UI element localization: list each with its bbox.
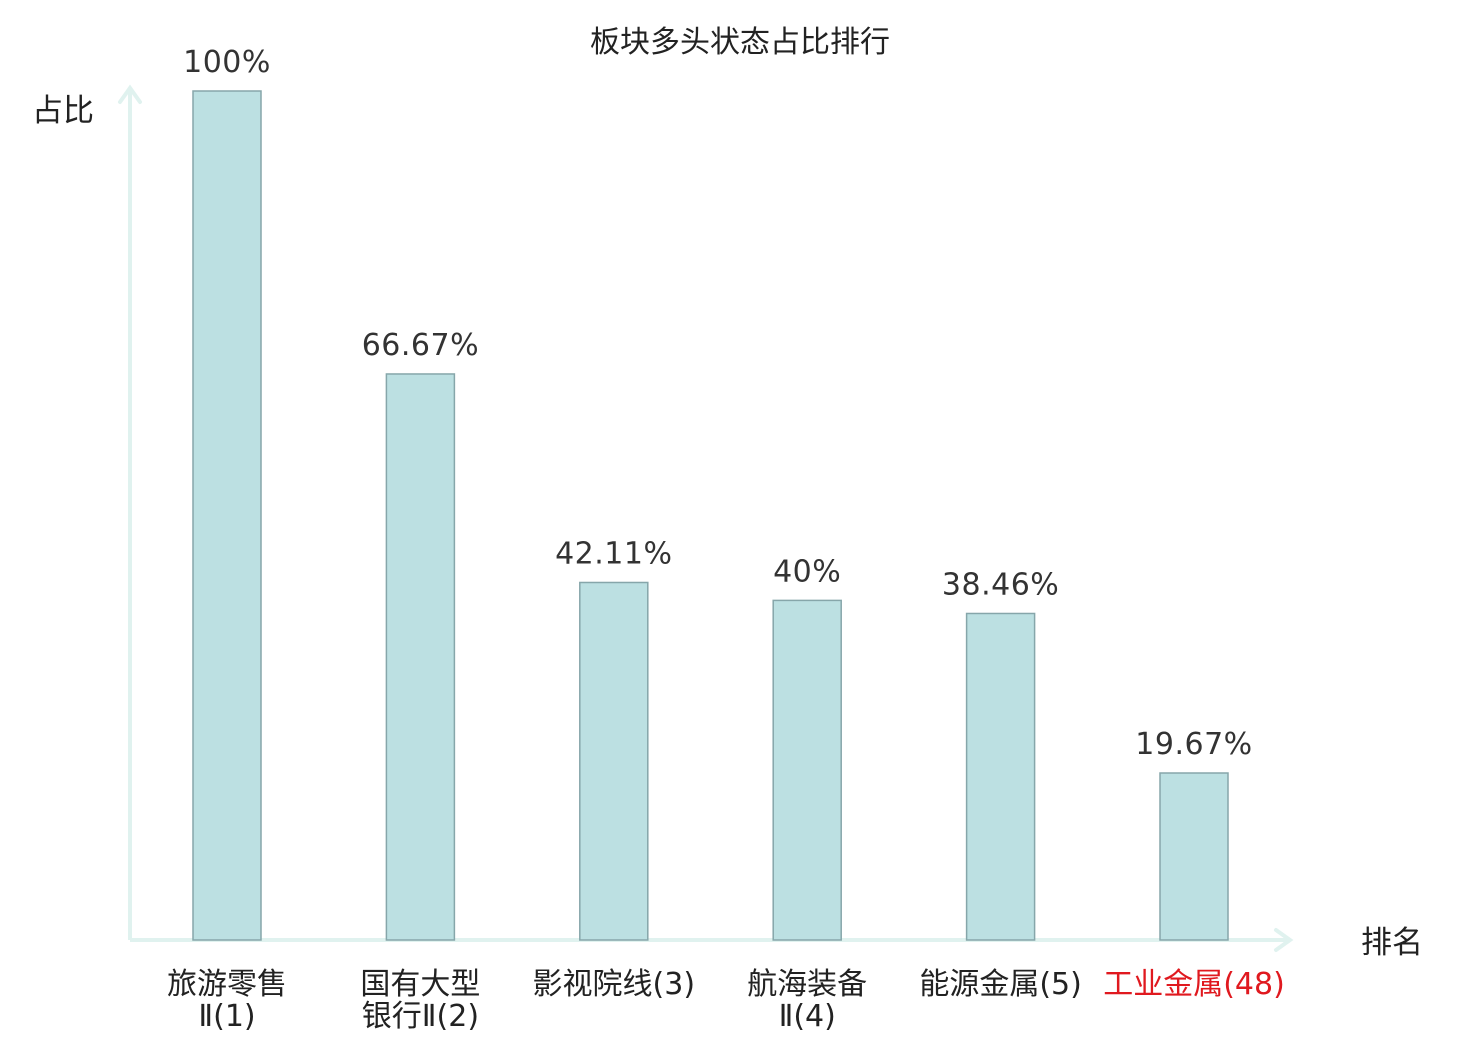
y-axis-arrowhead — [118, 84, 142, 104]
category-tick-label: 国有大型 — [360, 967, 480, 1002]
bars — [192, 90, 1229, 941]
data-label: 66.67% — [362, 328, 479, 363]
category-tick-label: 银行Ⅱ(2) — [362, 999, 479, 1034]
bar — [192, 90, 262, 941]
value-labels: 100% 66.67% 42.11% 40% 38.46% 19.67% — [183, 45, 1252, 762]
axes — [118, 84, 1294, 952]
data-label: 19.67% — [1135, 727, 1252, 762]
chart-title: 板块多头状态占比排行 — [590, 25, 890, 60]
data-label: 100% — [183, 45, 271, 80]
category-tick-label: Ⅱ(1) — [198, 999, 255, 1034]
bar — [385, 373, 456, 941]
y-axis-label: 占比 — [32, 93, 94, 129]
bar — [772, 599, 842, 941]
x-axis-arrowhead — [1274, 928, 1294, 952]
bar — [1159, 772, 1229, 941]
category-tick-label: 工业金属(48) — [1103, 967, 1285, 1002]
category-tick-label: 能源金属(5) — [919, 967, 1082, 1002]
category-tick-label: Ⅱ(4) — [779, 999, 836, 1034]
data-label: 42.11% — [555, 536, 672, 571]
category-tick-label: 影视院线(3) — [533, 967, 696, 1002]
category-tick-label: 旅游零售 — [167, 967, 287, 1002]
data-label: 38.46% — [942, 567, 1059, 602]
data-label: 40% — [773, 554, 841, 589]
x-axis-label: 排名 — [1361, 925, 1423, 961]
category-tick-label: 航海装备 — [747, 967, 867, 1002]
bar — [965, 612, 1036, 941]
bar — [579, 581, 649, 941]
